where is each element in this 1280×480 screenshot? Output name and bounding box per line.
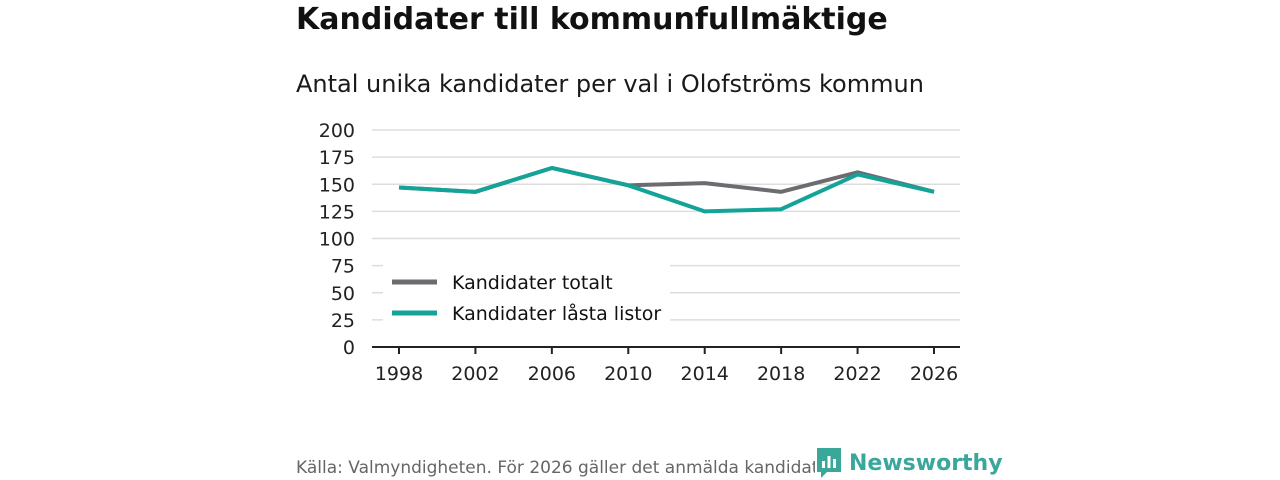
x-tick-label: 1998 xyxy=(375,363,423,385)
legend-label: Kandidater låsta listor xyxy=(452,302,661,325)
y-tick-label: 100 xyxy=(319,229,355,251)
x-tick-label: 2006 xyxy=(528,363,576,385)
y-tick-label: 25 xyxy=(331,310,355,332)
series-line-kandidater-totalt xyxy=(398,165,935,194)
line-chart: 0 25 50 75 100 125 150 175 200 1998 2002 2006 2010 2… xyxy=(319,120,960,385)
x-tick-label: 2026 xyxy=(910,363,958,385)
chart-subtitle: Antal unika kandidater per val i Olofstr… xyxy=(296,70,924,98)
legend-label: Kandidater totalt xyxy=(452,272,613,294)
y-tick-label: 200 xyxy=(319,120,355,142)
x-tick-label: 2018 xyxy=(757,363,805,385)
x-tick-label: 2002 xyxy=(451,363,499,385)
y-tick-label: 175 xyxy=(319,147,355,169)
legend-background xyxy=(383,264,670,330)
x-tick-label: 2022 xyxy=(833,363,881,385)
chart-title: Kandidater till kommunfullmäktige xyxy=(296,2,888,37)
x-axis-ticks: 1998 2002 2006 2010 2014 2018 2022 2026 xyxy=(372,346,960,385)
legend: Kandidater totalt Kandidater låsta listor xyxy=(383,264,670,330)
y-tick-label: 75 xyxy=(331,256,355,278)
y-tick-label: 50 xyxy=(331,283,355,305)
source-note: Källa: Valmyndigheten. För 2026 gäller d… xyxy=(296,458,946,478)
x-tick-label: 2014 xyxy=(681,363,729,385)
y-axis-ticks: 0 25 50 75 100 125 150 175 200 xyxy=(319,120,355,359)
newsworthy-logo: Newsworthy xyxy=(815,446,1003,480)
newsworthy-logo-icon xyxy=(817,448,841,478)
series-lines xyxy=(398,165,935,214)
y-tick-label: 125 xyxy=(319,201,355,223)
y-tick-label: 0 xyxy=(343,337,355,359)
x-tick-label: 2010 xyxy=(604,363,652,385)
newsworthy-logo-text: Newsworthy xyxy=(849,450,1003,476)
series-line-kandidater-lasta-listor xyxy=(398,165,935,214)
y-tick-label: 150 xyxy=(319,174,355,196)
